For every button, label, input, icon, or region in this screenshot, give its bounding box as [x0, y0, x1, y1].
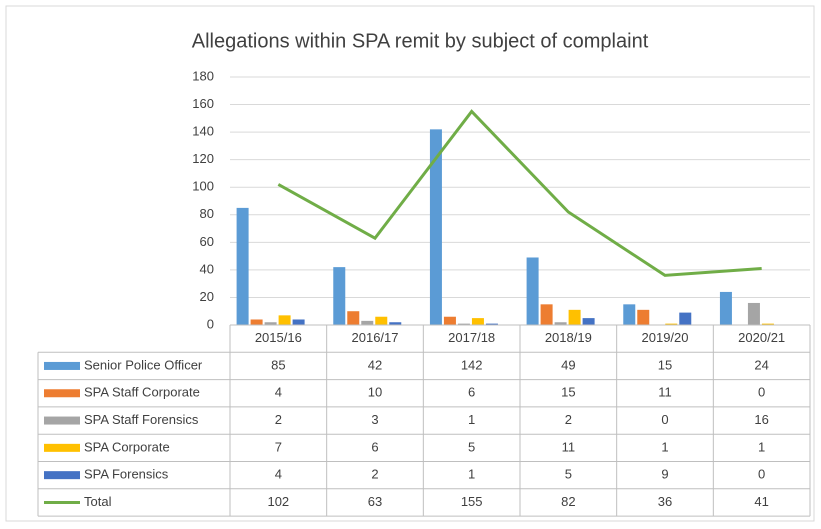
- legend-key: [44, 416, 80, 425]
- bar: [568, 309, 581, 325]
- bar: [665, 323, 678, 325]
- bar: [429, 129, 442, 325]
- table-value: 85: [271, 357, 285, 372]
- legend-label: SPA Corporate: [84, 439, 170, 454]
- table-value: 6: [371, 439, 378, 454]
- bar: [623, 304, 636, 325]
- table-value: 1: [468, 412, 475, 427]
- table-value: 49: [561, 357, 575, 372]
- table-value: 5: [565, 467, 572, 482]
- table-value: 4: [275, 385, 282, 400]
- bar: [236, 207, 249, 325]
- legend-key: [44, 443, 80, 452]
- bar: [333, 267, 346, 325]
- legend-label: SPA Staff Forensics: [84, 412, 199, 427]
- bar: [679, 312, 692, 325]
- legend-key: [44, 471, 80, 480]
- bar: [747, 302, 760, 325]
- table-value: 102: [267, 494, 289, 509]
- y-tick-label: 80: [200, 206, 214, 221]
- legend-key: [44, 389, 80, 398]
- bar: [292, 319, 305, 325]
- table-value: 6: [468, 385, 475, 400]
- y-tick-label: 60: [200, 234, 214, 249]
- table-value: 42: [368, 357, 382, 372]
- bar: [637, 309, 650, 325]
- bar: [471, 318, 484, 325]
- bar: [554, 322, 567, 325]
- chart-title: Allegations within SPA remit by subject …: [192, 30, 649, 52]
- bar: [761, 323, 774, 325]
- bar: [264, 322, 277, 325]
- x-tick-label: 2018/19: [545, 330, 592, 345]
- bar: [540, 304, 553, 325]
- y-tick-label: 180: [192, 68, 214, 83]
- table-value: 0: [758, 467, 765, 482]
- table-value: 15: [658, 357, 672, 372]
- table-value: 82: [561, 494, 575, 509]
- bar: [485, 323, 498, 325]
- y-tick-label: 140: [192, 124, 214, 139]
- x-tick-label: 2019/20: [642, 330, 689, 345]
- table-value: 1: [758, 439, 765, 454]
- table-value: 7: [275, 439, 282, 454]
- table-value: 155: [461, 494, 483, 509]
- y-tick-label: 20: [200, 289, 214, 304]
- table-value: 15: [561, 385, 575, 400]
- legend-label: SPA Staff Corporate: [84, 385, 200, 400]
- bar: [347, 311, 360, 325]
- bar: [457, 323, 470, 325]
- table-value: 4: [275, 467, 282, 482]
- legend-label: Senior Police Officer: [84, 357, 203, 372]
- table-value: 2: [275, 412, 282, 427]
- bar: [250, 319, 263, 325]
- x-tick-label: 2020/21: [738, 330, 785, 345]
- bar: [389, 322, 402, 325]
- bar: [375, 316, 388, 325]
- y-tick-label: 160: [192, 96, 214, 111]
- table-value: 36: [658, 494, 672, 509]
- table-value: 11: [562, 439, 576, 454]
- table-value: 41: [754, 494, 768, 509]
- table-value: 0: [661, 412, 668, 427]
- table-value: 11: [658, 385, 672, 400]
- table-value: 24: [754, 357, 768, 372]
- legend-key: [44, 361, 80, 370]
- line-series: [277, 109, 762, 277]
- table-value: 142: [461, 357, 483, 372]
- table-value: 63: [368, 494, 382, 509]
- x-tick-label: 2015/16: [255, 330, 302, 345]
- y-tick-label: 120: [192, 151, 214, 166]
- bar: [278, 315, 291, 325]
- table-value: 0: [758, 385, 765, 400]
- x-tick-label: 2016/17: [352, 330, 399, 345]
- table-value: 10: [368, 385, 382, 400]
- table-value: 2: [371, 467, 378, 482]
- y-tick-label: 40: [200, 261, 214, 276]
- x-tick-label: 2017/18: [448, 330, 495, 345]
- table-value: 2: [565, 412, 572, 427]
- y-tick-label: 0: [207, 316, 214, 331]
- table-value: 9: [661, 467, 668, 482]
- y-tick-label: 100: [192, 179, 214, 194]
- chart-frame: [5, 5, 815, 522]
- table-value: 5: [468, 439, 475, 454]
- table-value: 16: [754, 412, 768, 427]
- bar: [526, 257, 539, 325]
- bar: [719, 291, 732, 325]
- table-value: 1: [468, 467, 475, 482]
- table-value: 1: [661, 439, 668, 454]
- table-value: 3: [371, 412, 378, 427]
- bar: [443, 316, 456, 325]
- legend-label: SPA Forensics: [84, 467, 169, 482]
- legend-label: Total: [84, 494, 112, 509]
- bar: [361, 320, 374, 325]
- bar: [582, 318, 595, 325]
